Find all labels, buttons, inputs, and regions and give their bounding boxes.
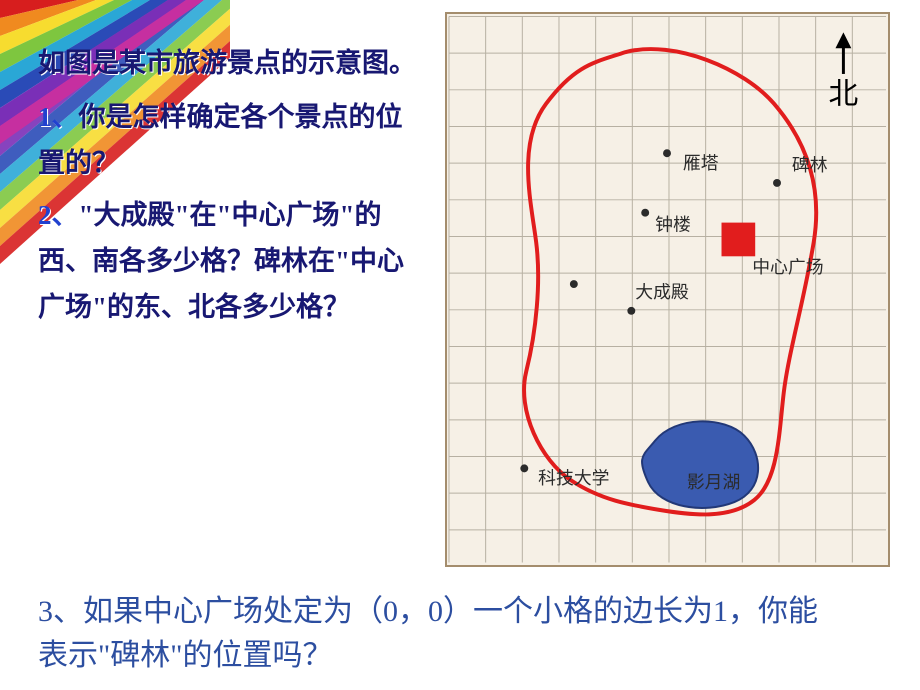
question-1-text: 你是怎样确定各个景点的位置的？ — [38, 102, 403, 178]
intro-text: 如图是某市旅游景点的示意图。 — [38, 40, 418, 86]
svg-text:北: 北 — [829, 78, 859, 111]
svg-text:雁塔: 雁塔 — [683, 153, 719, 173]
svg-text:钟楼: 钟楼 — [655, 215, 691, 235]
svg-text:科技大学: 科技大学 — [538, 468, 609, 488]
svg-text:影月湖: 影月湖 — [687, 472, 741, 492]
question-3: 3、如果中心广场处定为（0，0）一个小格的边长为1，你能表示"碑林"的位置吗？ — [38, 590, 838, 678]
left-text-block: 如图是某市旅游景点的示意图。 1、你是怎样确定各个景点的位置的？ 2、"大成殿"… — [38, 40, 418, 336]
svg-text:大成殿: 大成殿 — [635, 282, 689, 302]
question-2: 2、"大成殿"在"中心广场"的西、南各多少格？碑林在"中心广场"的东、北各多少格… — [38, 192, 418, 330]
question-1: 1、你是怎样确定各个景点的位置的？ — [38, 94, 418, 186]
center-square — [722, 223, 756, 257]
svg-text:碑林: 碑林 — [792, 155, 828, 175]
svg-text:中心广场: 中心广场 — [752, 257, 823, 277]
question-1-number: 1、 — [38, 102, 79, 132]
map-panel: 雁塔 碑林钟楼中心广场大成殿科技大学 影月湖 北 — [445, 12, 890, 567]
question-2-number: 2、 — [38, 200, 79, 230]
question-2-text: "大成殿"在"中心广场"的西、南各多少格？碑林在"中心广场"的东、北各多少格？ — [38, 200, 404, 322]
